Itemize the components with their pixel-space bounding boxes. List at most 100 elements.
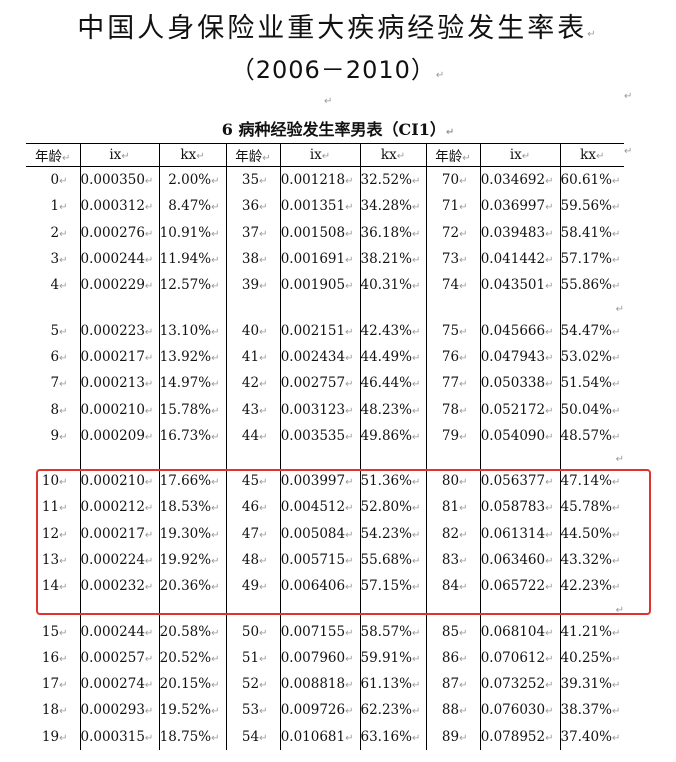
paragraph-mark-icon: ↵: [144, 706, 154, 718]
cell-kx: 51.36%↵: [360, 467, 427, 495]
cell-value: 72: [441, 224, 460, 241]
cell-ix: 0.000232↵: [80, 573, 160, 600]
cell-age: 89↵: [426, 723, 481, 750]
cell-age: 16↵: [26, 644, 81, 672]
cell-kx: 2.00%↵: [159, 166, 227, 194]
paragraph-mark-icon: ↵: [259, 352, 268, 364]
cell-value: 0.003535: [280, 427, 346, 444]
cell-age: 8↵: [26, 396, 81, 423]
cell-value: 52: [241, 676, 260, 693]
cell-age: 49↵: [226, 573, 281, 600]
cell-value: 59.91%: [360, 649, 412, 666]
cell-kx: 52.80%↵: [360, 494, 427, 521]
cell-value: 2: [50, 224, 60, 241]
paragraph-mark-icon: ↵: [411, 680, 421, 692]
paragraph-mark-icon: ↵: [144, 176, 154, 188]
cell-ix: 0.000210↵: [80, 396, 160, 423]
paragraph-mark-icon: ↵: [545, 503, 554, 515]
cell-value: 0.050338: [480, 375, 546, 392]
paragraph-mark-icon: ↵: [59, 477, 68, 489]
cell-age: 18↵: [26, 697, 81, 724]
cell-value: 46.44%: [360, 375, 412, 392]
column-header-ix: ix↵: [480, 143, 561, 167]
paragraph-mark-icon: ↵: [611, 556, 621, 567]
incidence-rate-table: 年龄↵ ix↵ kx↵ 年龄↵ ix↵ kx↵ 年龄↵ ix↵ kx↵ 0↵ 0.000350↵ 2…: [26, 143, 624, 762]
cell-value: 20.58%: [159, 623, 212, 640]
cell-age: 86↵: [426, 644, 481, 672]
spacer-cell: [480, 448, 561, 468]
table-row: 13↵ 0.000224↵ 19.92%↵ 48↵ 0.005715↵ 55.68%↵ 83…: [26, 546, 624, 574]
paragraph-mark-icon: ↵: [411, 529, 421, 541]
paragraph-mark-icon: ↵: [259, 405, 268, 417]
cell-age: 81↵: [426, 494, 481, 521]
paragraph-mark-icon: ↵: [345, 379, 354, 391]
paragraph-mark-icon: ↵: [411, 477, 421, 489]
cell-value: 37.40%: [560, 728, 612, 745]
paragraph-mark-icon: ↵: [345, 556, 354, 567]
cell-value: 73: [441, 251, 460, 268]
cell-value: 0.000217: [80, 525, 145, 542]
cell-kx: 55.86%↵: [560, 272, 624, 298]
document-subtitle-years: （2006－2010）↵: [230, 56, 446, 84]
table-spacer-row: ↵: [26, 448, 624, 468]
cell-value: 0.000276: [80, 224, 145, 241]
cell-value: 19.92%: [159, 552, 212, 568]
paragraph-mark-icon: ↵: [624, 91, 633, 102]
paragraph-mark-icon: ↵: [611, 431, 621, 443]
paragraph-mark-icon: ↵: [259, 706, 268, 718]
cell-value: 0.034692: [480, 172, 546, 189]
cell-kx: 59.56%↵: [560, 193, 624, 219]
cell-kx: 49.86%↵: [360, 422, 427, 449]
paragraph-mark-icon: ↵: [144, 281, 154, 293]
spacer-cell: [226, 298, 281, 318]
cell-ix: 0.052172↵: [480, 396, 561, 423]
cell-value: 0.000312: [80, 198, 145, 215]
paragraph-mark-icon: ↵: [545, 202, 554, 214]
spacer-cell: [80, 298, 160, 318]
cell-value: 62.23%: [360, 702, 412, 719]
cell-value: 57.17%: [560, 251, 612, 268]
paragraph-mark-icon: ↵: [545, 627, 554, 639]
spacer-cell: [159, 448, 227, 468]
cell-age: 72↵: [426, 219, 481, 246]
paragraph-mark-icon: ↵: [144, 405, 154, 417]
paragraph-mark-icon: ↵: [615, 454, 624, 466]
paragraph-mark-icon: ↵: [59, 202, 68, 214]
paragraph-mark-icon: ↵: [459, 503, 468, 515]
cell-kx: 51.54%↵: [560, 370, 624, 396]
paragraph-mark-icon: ↵: [211, 732, 220, 744]
cell-value: 0.000210: [80, 473, 145, 490]
cell-value: 81: [441, 499, 460, 516]
cell-value: 0.000244: [80, 623, 145, 640]
cell-age: 77↵: [426, 370, 481, 397]
cell-value: 16.73%: [159, 427, 212, 444]
cell-ix: 0.001905↵: [280, 272, 361, 299]
paragraph-mark-icon: ↵: [211, 326, 220, 338]
cell-value: 19.52%: [159, 702, 212, 719]
cell-value: 58.41%: [560, 224, 612, 241]
cell-value: 54.23%: [360, 525, 412, 542]
column-header-age: 年龄↵: [26, 143, 81, 167]
cell-kx: 63.16%↵: [360, 723, 427, 750]
cell-value: 13.92%: [159, 348, 212, 365]
cell-value: 0.008818: [280, 676, 346, 693]
paragraph-mark-icon: ↵: [59, 653, 68, 665]
cell-value: 47.14%: [560, 473, 612, 490]
paragraph-mark-icon: ↵: [259, 503, 268, 515]
cell-kx: 59.91%↵: [360, 644, 427, 672]
cell-age: 71↵: [426, 193, 481, 220]
cell-kx: 32.52%↵: [360, 166, 427, 194]
spacer-cell: [426, 298, 481, 318]
paragraph-mark-icon: ↵: [211, 405, 220, 417]
cell-value: 39.31%: [560, 676, 612, 693]
cell-age: 78↵: [426, 396, 481, 423]
table-row: 6↵ 0.000217↵ 13.92%↵ 41↵ 0.002434↵ 44.49%↵ 76↵…: [26, 343, 624, 371]
cell-kx: 17.66%↵: [159, 467, 227, 495]
column-header-label: 年龄: [35, 149, 63, 165]
paragraph-mark-icon: ↵: [211, 529, 220, 541]
cell-value: 36.18%: [360, 224, 412, 241]
cell-kx: 11.94%↵: [159, 245, 227, 273]
cell-value: 0.054090: [480, 427, 546, 444]
document-title: 中国人身保险业重大疾病经验发生率表↵: [77, 13, 599, 44]
cell-value: 87: [441, 676, 460, 693]
